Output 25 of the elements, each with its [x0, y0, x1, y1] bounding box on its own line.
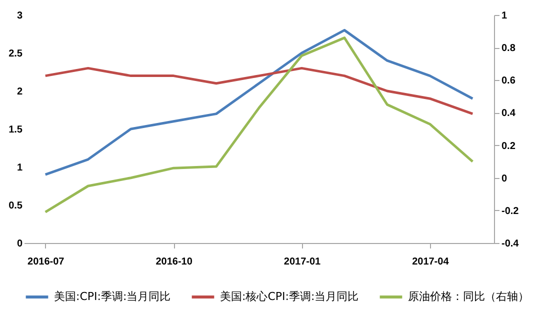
y2-tick-label: -0.2 — [502, 206, 520, 217]
y2-tick-label: -0.4 — [502, 238, 520, 250]
y2-tick-label: 0.4 — [502, 108, 516, 120]
y2-tick-label: 0.2 — [502, 140, 516, 152]
legend-label: 原油价格：同比（右轴） — [408, 290, 529, 303]
line-series — [44, 66, 474, 116]
x-tick-label: 2016-07 — [28, 256, 65, 268]
y2-tick-label: 0.8 — [502, 43, 516, 54]
y2-tick-label: 0 — [502, 173, 508, 184]
y-tick-label: 2 — [16, 86, 23, 98]
line-series — [44, 36, 474, 214]
y2-tick-label: 0.6 — [502, 76, 516, 87]
x-tick-label: 2016-10 — [156, 256, 193, 268]
y-tick-label: 0 — [16, 238, 23, 250]
y-tick-label: 1.5 — [8, 124, 23, 136]
y2-tick-label: 1 — [502, 10, 508, 22]
legend-label: 美国:核心CPI:季调:当月同比 — [220, 290, 359, 303]
y-tick-label: 3 — [16, 10, 23, 22]
x-tick-label: 2017-01 — [284, 256, 322, 268]
y-tick-label: 2.5 — [8, 48, 23, 60]
x-tick-label: 2017-04 — [412, 256, 450, 268]
legend-label: 美国:CPI:季调:当月同比 — [54, 290, 171, 303]
y-tick-label: 1 — [16, 162, 23, 174]
line-series — [44, 28, 474, 176]
y-tick-label: 0.5 — [8, 200, 23, 212]
